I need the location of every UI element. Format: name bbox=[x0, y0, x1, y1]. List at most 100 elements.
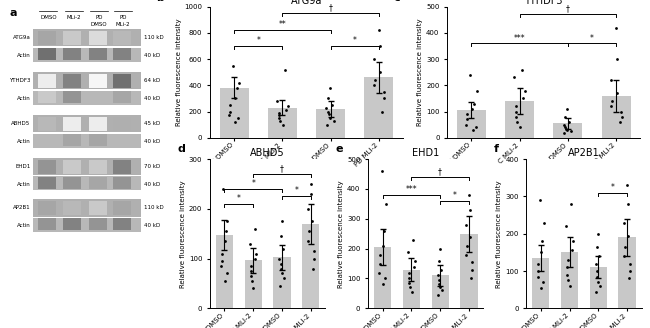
Text: 110 kD: 110 kD bbox=[144, 35, 164, 40]
Point bbox=[220, 238, 230, 244]
FancyBboxPatch shape bbox=[88, 218, 107, 230]
Point bbox=[227, 63, 238, 68]
Bar bbox=[505, 101, 534, 138]
FancyBboxPatch shape bbox=[33, 91, 141, 105]
Text: Actin: Actin bbox=[17, 96, 31, 101]
Point bbox=[517, 67, 527, 72]
Point bbox=[274, 256, 285, 261]
Point bbox=[606, 77, 616, 83]
Point bbox=[309, 249, 319, 254]
FancyBboxPatch shape bbox=[88, 48, 107, 60]
Point bbox=[616, 109, 627, 114]
Point bbox=[595, 283, 606, 289]
FancyBboxPatch shape bbox=[88, 74, 107, 88]
Point bbox=[461, 122, 471, 127]
Point bbox=[377, 109, 387, 114]
Point bbox=[465, 234, 475, 239]
FancyBboxPatch shape bbox=[88, 201, 107, 215]
Point bbox=[276, 266, 286, 271]
Point bbox=[231, 85, 242, 91]
Point bbox=[218, 186, 229, 192]
Text: †: † bbox=[438, 167, 442, 176]
Point bbox=[233, 115, 244, 121]
Point bbox=[375, 70, 385, 75]
Point bbox=[278, 122, 288, 127]
Point bbox=[562, 257, 573, 262]
Point bbox=[560, 125, 571, 130]
Point bbox=[462, 243, 472, 248]
Point bbox=[622, 183, 632, 188]
Point bbox=[434, 282, 445, 287]
Point bbox=[564, 119, 575, 125]
Title: YTHDF3: YTHDF3 bbox=[525, 0, 563, 6]
FancyBboxPatch shape bbox=[33, 218, 141, 232]
Point bbox=[467, 106, 478, 112]
Point bbox=[375, 261, 385, 266]
Point bbox=[467, 127, 478, 133]
Point bbox=[230, 119, 240, 125]
Point bbox=[434, 258, 444, 263]
Text: †: † bbox=[280, 164, 284, 173]
Point bbox=[534, 197, 545, 203]
Text: *: * bbox=[294, 187, 298, 195]
Point bbox=[222, 219, 233, 224]
FancyBboxPatch shape bbox=[63, 91, 81, 103]
Bar bbox=[365, 77, 393, 138]
Point bbox=[303, 238, 313, 244]
Point bbox=[274, 115, 284, 121]
Point bbox=[614, 119, 625, 125]
Text: 40 kD: 40 kD bbox=[144, 139, 161, 144]
Bar bbox=[619, 237, 636, 308]
Point bbox=[304, 229, 314, 234]
Point bbox=[623, 233, 633, 238]
Text: d: d bbox=[177, 144, 185, 154]
FancyBboxPatch shape bbox=[112, 117, 131, 131]
Point bbox=[624, 276, 634, 281]
Point bbox=[594, 254, 604, 259]
Point bbox=[593, 279, 603, 285]
Point bbox=[612, 91, 623, 96]
Point bbox=[225, 109, 235, 114]
Point bbox=[246, 278, 257, 284]
Point bbox=[465, 72, 475, 77]
Bar bbox=[244, 260, 262, 308]
Point bbox=[272, 98, 282, 104]
Y-axis label: Relative fluorescence intensity: Relative fluorescence intensity bbox=[176, 18, 181, 126]
Point bbox=[591, 261, 601, 266]
Point bbox=[323, 109, 333, 114]
Point bbox=[307, 266, 318, 271]
FancyBboxPatch shape bbox=[112, 74, 131, 88]
Point bbox=[234, 80, 244, 85]
Point bbox=[464, 207, 474, 213]
Point bbox=[375, 43, 385, 49]
Point bbox=[322, 122, 332, 127]
FancyBboxPatch shape bbox=[38, 176, 56, 189]
Point bbox=[533, 268, 543, 274]
Point bbox=[511, 109, 521, 114]
Bar bbox=[316, 109, 345, 138]
Point bbox=[467, 259, 477, 265]
Point bbox=[281, 108, 291, 113]
Text: b: b bbox=[156, 0, 164, 3]
FancyBboxPatch shape bbox=[33, 48, 141, 62]
Point bbox=[562, 127, 573, 133]
Point bbox=[302, 206, 313, 212]
Point bbox=[374, 28, 384, 33]
Point bbox=[558, 122, 569, 127]
Bar bbox=[553, 123, 582, 138]
Text: 70 kD: 70 kD bbox=[144, 164, 161, 169]
Point bbox=[375, 252, 385, 257]
Point bbox=[406, 289, 417, 295]
Text: YTHDF3: YTHDF3 bbox=[9, 78, 31, 83]
Text: PD: PD bbox=[120, 14, 127, 19]
Point bbox=[515, 125, 525, 130]
Text: ABHD5: ABHD5 bbox=[11, 121, 31, 126]
FancyBboxPatch shape bbox=[112, 160, 131, 174]
Point bbox=[467, 267, 477, 272]
Text: DMSO: DMSO bbox=[40, 14, 57, 19]
Point bbox=[566, 201, 576, 207]
Point bbox=[276, 234, 286, 239]
Point bbox=[279, 276, 289, 281]
Point bbox=[275, 118, 285, 123]
FancyBboxPatch shape bbox=[88, 91, 107, 103]
